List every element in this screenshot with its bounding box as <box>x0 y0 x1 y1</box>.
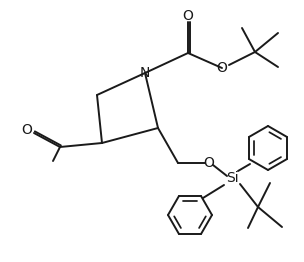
Text: O: O <box>22 123 33 137</box>
Text: O: O <box>216 61 227 75</box>
Text: O: O <box>183 9 193 23</box>
Text: N: N <box>140 66 150 80</box>
Text: Si: Si <box>226 171 238 185</box>
Text: O: O <box>204 156 214 170</box>
